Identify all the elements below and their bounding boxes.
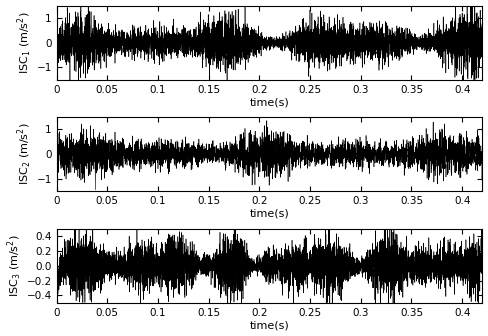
Y-axis label: ISC$_3$ (m/s$^2$): ISC$_3$ (m/s$^2$)	[5, 235, 24, 297]
X-axis label: time(s): time(s)	[250, 209, 289, 219]
X-axis label: time(s): time(s)	[250, 97, 289, 108]
Y-axis label: ISC$_2$ (m/s$^2$): ISC$_2$ (m/s$^2$)	[16, 123, 34, 185]
X-axis label: time(s): time(s)	[250, 321, 289, 330]
Y-axis label: ISC$_1$ (m/s$^2$): ISC$_1$ (m/s$^2$)	[16, 11, 34, 74]
